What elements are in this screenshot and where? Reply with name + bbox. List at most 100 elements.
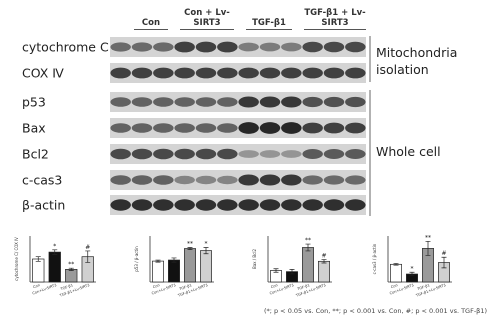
x-tick-label: TGF-β1 [59, 283, 73, 292]
blot-band [259, 67, 281, 79]
blot-band [174, 97, 195, 107]
blot-band [131, 42, 153, 52]
blot-band [195, 67, 217, 79]
blot-band [174, 148, 195, 160]
blot-band [153, 97, 174, 107]
blot-band [281, 67, 302, 79]
significance-mark: # [441, 250, 446, 257]
blot-band [302, 122, 323, 134]
blot-band [195, 41, 217, 53]
significance-mark: ** [425, 234, 431, 241]
blot-band [153, 148, 174, 160]
blot-band [110, 175, 131, 185]
blot-band [174, 67, 195, 79]
y-axis-label: Bax / Bcl2 [252, 249, 257, 270]
blot-label: p53 [22, 95, 46, 110]
significance-mark: # [321, 253, 326, 260]
blot-strip [110, 144, 366, 164]
footnote: (*; p < 0.05 vs. Con, **; p < 0.001 vs. … [263, 307, 487, 315]
error-bar [305, 243, 311, 252]
blot-band [302, 199, 323, 211]
blot-band [217, 199, 238, 211]
blot-band [217, 123, 238, 133]
blot-band [174, 41, 195, 53]
blot-band [281, 122, 302, 134]
error-bar [35, 256, 41, 262]
blot-band [281, 42, 302, 52]
y-axis-label: cytochrome C/ COX Ⅳ [14, 237, 19, 281]
blot-band [110, 123, 131, 133]
blot-band [259, 199, 281, 211]
blot-band [153, 199, 174, 211]
blot-band [238, 150, 259, 158]
error-bar [289, 269, 295, 275]
blot-band [195, 148, 217, 160]
blot-band [259, 150, 281, 158]
error-bar [393, 263, 399, 266]
blot-band [238, 122, 259, 134]
blot-band [302, 149, 323, 159]
blot-band [345, 149, 366, 159]
group-header: TGF-β1 [246, 18, 292, 30]
bar [200, 250, 212, 283]
blot-band [302, 96, 323, 108]
blot-band [153, 123, 174, 133]
blot-band [131, 67, 153, 79]
x-tick-label: TGF-β1 [416, 283, 430, 292]
blot-band [238, 42, 259, 52]
blot-strip [110, 92, 366, 112]
bar [48, 251, 61, 283]
error-bar [203, 247, 209, 255]
significance-mark: * [205, 241, 208, 248]
error-bar [187, 247, 193, 250]
error-bar [409, 271, 415, 277]
blot-band [281, 199, 302, 211]
error-bar [425, 240, 431, 256]
bar [302, 247, 314, 283]
blot-band [238, 199, 259, 211]
blot-strip [110, 195, 366, 215]
group-header: Con + Lv-SIRT3 [180, 8, 234, 30]
error-bar [441, 256, 447, 269]
x-tick-label: Con [270, 283, 278, 289]
blot-band [217, 41, 238, 53]
blot-band [345, 41, 366, 53]
significance-mark: ** [68, 261, 74, 268]
bar [65, 269, 78, 283]
blot-band [323, 149, 345, 159]
bar [32, 258, 45, 283]
blot-strip [110, 37, 366, 57]
error-bar [171, 257, 177, 263]
blot-label: Bcl2 [22, 147, 49, 162]
blot-band [238, 67, 259, 79]
bar [152, 260, 164, 283]
blot-band [345, 199, 366, 211]
significance-mark: * [411, 265, 414, 272]
error-bar [155, 259, 161, 263]
blot-label: cytochrome C [22, 40, 109, 55]
blot-band [323, 175, 345, 185]
blot-band [174, 175, 195, 185]
blot-band [131, 97, 153, 107]
blot-band [217, 148, 238, 160]
blot-band [131, 123, 153, 133]
blot-band [110, 97, 131, 107]
blot-band [110, 199, 131, 211]
blot-band [174, 199, 195, 211]
significance-mark: ** [305, 237, 311, 244]
blot-band [323, 67, 345, 79]
blot-band [174, 123, 195, 133]
blot-band [281, 150, 302, 158]
blot-band [217, 175, 238, 185]
blot-band [259, 96, 281, 108]
blot-band [195, 175, 217, 185]
blot-strip [110, 63, 366, 83]
blot-band [131, 199, 153, 211]
y-axis-label: c-cas3 / β-actin [372, 243, 377, 274]
blot-label: c-cas3 [22, 173, 62, 188]
bar [184, 248, 196, 283]
blot-strip [110, 118, 366, 138]
blot-band [131, 175, 153, 185]
blot-band [195, 199, 217, 211]
